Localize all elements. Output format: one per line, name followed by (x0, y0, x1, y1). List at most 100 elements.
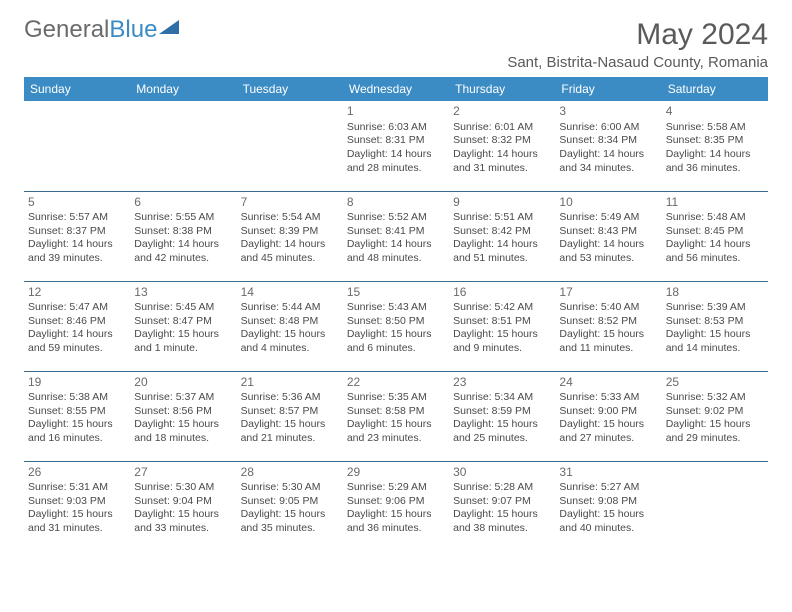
calendar-cell: 29Sunrise: 5:29 AMSunset: 9:06 PMDayligh… (343, 461, 449, 551)
sunrise-line: Sunrise: 5:40 AM (559, 301, 657, 315)
day-number: 20 (134, 375, 232, 391)
calendar-cell: 5Sunrise: 5:57 AMSunset: 8:37 PMDaylight… (24, 191, 130, 281)
sunrise-line: Sunrise: 5:36 AM (241, 391, 339, 405)
sunrise-line: Sunrise: 5:29 AM (347, 481, 445, 495)
sunrise-line: Sunrise: 5:52 AM (347, 211, 445, 225)
day-number: 6 (134, 195, 232, 211)
calendar-cell: 27Sunrise: 5:30 AMSunset: 9:04 PMDayligh… (130, 461, 236, 551)
daylight-line: Daylight: 15 hours and 21 minutes. (241, 418, 339, 445)
sunset-line: Sunset: 8:34 PM (559, 134, 657, 148)
day-number: 31 (559, 465, 657, 481)
daylight-line: Daylight: 14 hours and 51 minutes. (453, 238, 551, 265)
sunrise-line: Sunrise: 5:45 AM (134, 301, 232, 315)
sunset-line: Sunset: 8:37 PM (28, 225, 126, 239)
day-number: 24 (559, 375, 657, 391)
daylight-line: Daylight: 14 hours and 36 minutes. (666, 148, 764, 175)
calendar-cell: 24Sunrise: 5:33 AMSunset: 9:00 PMDayligh… (555, 371, 661, 461)
sunrise-line: Sunrise: 5:32 AM (666, 391, 764, 405)
sunrise-line: Sunrise: 5:30 AM (241, 481, 339, 495)
daylight-line: Daylight: 14 hours and 45 minutes. (241, 238, 339, 265)
sunrise-line: Sunrise: 5:58 AM (666, 121, 764, 135)
sunrise-line: Sunrise: 5:48 AM (666, 211, 764, 225)
sunset-line: Sunset: 8:53 PM (666, 315, 764, 329)
daylight-line: Daylight: 15 hours and 6 minutes. (347, 328, 445, 355)
sunset-line: Sunset: 9:05 PM (241, 495, 339, 509)
daylight-line: Daylight: 15 hours and 29 minutes. (666, 418, 764, 445)
sunrise-line: Sunrise: 5:44 AM (241, 301, 339, 315)
sunset-line: Sunset: 8:52 PM (559, 315, 657, 329)
daylight-line: Daylight: 14 hours and 39 minutes. (28, 238, 126, 265)
calendar-cell: 25Sunrise: 5:32 AMSunset: 9:02 PMDayligh… (662, 371, 768, 461)
calendar-week: 26Sunrise: 5:31 AMSunset: 9:03 PMDayligh… (24, 461, 768, 551)
logo-text: GeneralBlue (24, 18, 157, 42)
sunset-line: Sunset: 9:02 PM (666, 405, 764, 419)
calendar-cell: 4Sunrise: 5:58 AMSunset: 8:35 PMDaylight… (662, 101, 768, 191)
calendar-cell: 22Sunrise: 5:35 AMSunset: 8:58 PMDayligh… (343, 371, 449, 461)
daylight-line: Daylight: 15 hours and 40 minutes. (559, 508, 657, 535)
day-number: 13 (134, 285, 232, 301)
daylight-line: Daylight: 15 hours and 27 minutes. (559, 418, 657, 445)
calendar-week: 1Sunrise: 6:03 AMSunset: 8:31 PMDaylight… (24, 101, 768, 191)
calendar-cell: 30Sunrise: 5:28 AMSunset: 9:07 PMDayligh… (449, 461, 555, 551)
calendar-cell: 6Sunrise: 5:55 AMSunset: 8:38 PMDaylight… (130, 191, 236, 281)
logo-part2: Blue (109, 16, 157, 43)
calendar-cell (24, 101, 130, 191)
daylight-line: Daylight: 15 hours and 31 minutes. (28, 508, 126, 535)
calendar-cell (130, 101, 236, 191)
sunrise-line: Sunrise: 5:51 AM (453, 211, 551, 225)
sunrise-line: Sunrise: 5:43 AM (347, 301, 445, 315)
sunset-line: Sunset: 8:57 PM (241, 405, 339, 419)
calendar-cell: 2Sunrise: 6:01 AMSunset: 8:32 PMDaylight… (449, 101, 555, 191)
sunrise-line: Sunrise: 5:42 AM (453, 301, 551, 315)
sunrise-line: Sunrise: 5:31 AM (28, 481, 126, 495)
calendar-cell: 21Sunrise: 5:36 AMSunset: 8:57 PMDayligh… (237, 371, 343, 461)
day-number: 26 (28, 465, 126, 481)
calendar-week: 12Sunrise: 5:47 AMSunset: 8:46 PMDayligh… (24, 281, 768, 371)
sunset-line: Sunset: 8:58 PM (347, 405, 445, 419)
day-number: 18 (666, 285, 764, 301)
sunset-line: Sunset: 9:08 PM (559, 495, 657, 509)
day-header: Wednesday (343, 77, 449, 101)
sunrise-line: Sunrise: 5:37 AM (134, 391, 232, 405)
sunrise-line: Sunrise: 5:30 AM (134, 481, 232, 495)
daylight-line: Daylight: 14 hours and 56 minutes. (666, 238, 764, 265)
daylight-line: Daylight: 15 hours and 38 minutes. (453, 508, 551, 535)
sunset-line: Sunset: 8:39 PM (241, 225, 339, 239)
sunset-line: Sunset: 8:51 PM (453, 315, 551, 329)
calendar-cell: 1Sunrise: 6:03 AMSunset: 8:31 PMDaylight… (343, 101, 449, 191)
logo: GeneralBlue (24, 18, 181, 42)
sunrise-line: Sunrise: 5:38 AM (28, 391, 126, 405)
daylight-line: Daylight: 14 hours and 42 minutes. (134, 238, 232, 265)
day-number: 4 (666, 104, 764, 120)
calendar-week: 5Sunrise: 5:57 AMSunset: 8:37 PMDaylight… (24, 191, 768, 281)
sunrise-line: Sunrise: 5:47 AM (28, 301, 126, 315)
daylight-line: Daylight: 15 hours and 33 minutes. (134, 508, 232, 535)
sunrise-line: Sunrise: 5:57 AM (28, 211, 126, 225)
day-number: 30 (453, 465, 551, 481)
day-number: 19 (28, 375, 126, 391)
daylight-line: Daylight: 15 hours and 11 minutes. (559, 328, 657, 355)
day-header: Tuesday (237, 77, 343, 101)
calendar-cell: 31Sunrise: 5:27 AMSunset: 9:08 PMDayligh… (555, 461, 661, 551)
sunset-line: Sunset: 8:32 PM (453, 134, 551, 148)
sunset-line: Sunset: 8:35 PM (666, 134, 764, 148)
sunset-line: Sunset: 8:48 PM (241, 315, 339, 329)
calendar-body: 1Sunrise: 6:03 AMSunset: 8:31 PMDaylight… (24, 101, 768, 551)
sunset-line: Sunset: 8:43 PM (559, 225, 657, 239)
logo-triangle-icon (159, 20, 181, 38)
calendar-cell: 20Sunrise: 5:37 AMSunset: 8:56 PMDayligh… (130, 371, 236, 461)
calendar-cell: 13Sunrise: 5:45 AMSunset: 8:47 PMDayligh… (130, 281, 236, 371)
sunrise-line: Sunrise: 5:49 AM (559, 211, 657, 225)
calendar-cell: 12Sunrise: 5:47 AMSunset: 8:46 PMDayligh… (24, 281, 130, 371)
calendar-cell: 23Sunrise: 5:34 AMSunset: 8:59 PMDayligh… (449, 371, 555, 461)
calendar-cell: 3Sunrise: 6:00 AMSunset: 8:34 PMDaylight… (555, 101, 661, 191)
logo-part1: General (24, 16, 109, 43)
day-number: 17 (559, 285, 657, 301)
daylight-line: Daylight: 15 hours and 18 minutes. (134, 418, 232, 445)
calendar-cell (237, 101, 343, 191)
day-header: Thursday (449, 77, 555, 101)
sunrise-line: Sunrise: 6:03 AM (347, 121, 445, 135)
day-number: 25 (666, 375, 764, 391)
daylight-line: Daylight: 15 hours and 4 minutes. (241, 328, 339, 355)
daylight-line: Daylight: 15 hours and 1 minute. (134, 328, 232, 355)
